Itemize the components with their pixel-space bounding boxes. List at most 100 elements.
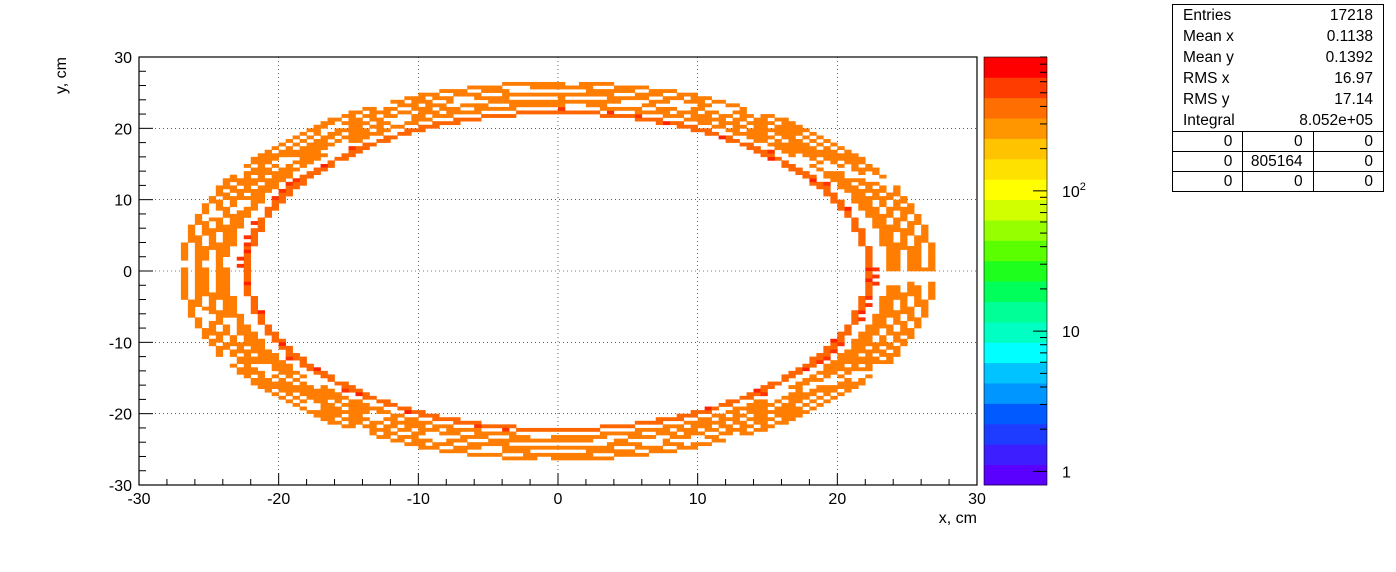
- heatmap-bin: [516, 445, 524, 450]
- heatmap-bin: [599, 106, 608, 111]
- heatmap-bin: [299, 174, 307, 179]
- heatmap-bin: [893, 224, 901, 229]
- heatmap-bin: [404, 417, 412, 422]
- heatmap-bin: [767, 410, 775, 414]
- heatmap-bin: [201, 328, 210, 332]
- heatmap-bin: [620, 114, 629, 118]
- heatmap-bin: [376, 420, 384, 425]
- heatmap-bin: [732, 417, 740, 422]
- heatmap-bin: [865, 303, 873, 307]
- heatmap-bin: [278, 178, 286, 183]
- heatmap-bin: [928, 267, 936, 272]
- heatmap-bin: [844, 356, 852, 361]
- heatmap-bin: [264, 188, 272, 193]
- heatmap-bin: [669, 96, 678, 101]
- heatmap-bin: [250, 335, 259, 340]
- heatmap-bin: [313, 171, 321, 175]
- heatmap-bin: [760, 385, 768, 389]
- stats-label: Mean y: [1183, 49, 1234, 66]
- heatmap-bin: [397, 124, 405, 129]
- heatmap-bin: [676, 442, 684, 447]
- heatmap-bin: [809, 374, 817, 379]
- heatmap-bin: [243, 206, 252, 211]
- stats-grid-cell: 0: [1242, 172, 1312, 191]
- heatmap-bin: [865, 188, 873, 193]
- heatmap-bin: [837, 385, 845, 389]
- heatmap-bin: [865, 292, 873, 297]
- heatmap-bin: [320, 406, 328, 411]
- heatmap-bin: [907, 267, 915, 272]
- heatmap-bin: [746, 135, 754, 140]
- heatmap-bin: [516, 81, 524, 86]
- heatmap-bin: [858, 231, 866, 236]
- heatmap-bin: [369, 406, 377, 411]
- heatmap-bin: [383, 399, 391, 404]
- heatmap-bin: [858, 228, 866, 233]
- stats-grid-cell: 805164: [1242, 152, 1312, 171]
- heatmap-bin: [704, 128, 712, 133]
- heatmap-bin: [551, 427, 559, 432]
- heatmap-bin: [900, 303, 908, 307]
- heatmap-bin: [250, 235, 259, 240]
- heatmap-bin: [669, 417, 678, 422]
- heatmap-bin: [746, 392, 754, 397]
- heatmap-bin: [613, 431, 622, 436]
- heatmap-bin: [606, 92, 615, 97]
- heatmap-bin: [837, 392, 845, 397]
- heatmap-bin: [900, 246, 908, 250]
- heatmap-bin: [872, 224, 880, 229]
- heatmap-bin: [900, 324, 908, 329]
- heatmap-bin: [264, 149, 272, 154]
- heatmap-bin: [914, 256, 922, 261]
- heatmap-bin: [907, 328, 915, 332]
- heatmap-bin: [928, 292, 936, 297]
- heatmap-bin: [592, 445, 601, 450]
- heatmap-bin: [544, 103, 552, 108]
- heatmap-bin: [222, 224, 231, 229]
- heatmap-bin: [837, 374, 845, 379]
- heatmap-bin: [271, 185, 279, 190]
- heatmap-bin: [551, 103, 559, 108]
- heatmap-bin: [544, 85, 552, 90]
- heatmap-bin: [774, 124, 782, 129]
- heatmap-bin: [201, 288, 210, 293]
- heatmap-bin: [243, 249, 252, 254]
- heatmap-bin: [250, 192, 259, 197]
- heatmap-bin: [837, 178, 845, 183]
- heatmap-bin: [474, 420, 482, 425]
- heatmap-bin: [592, 92, 601, 97]
- heatmap-bin: [858, 335, 866, 340]
- heatmap-bin: [222, 192, 231, 197]
- heatmap-bin: [348, 385, 356, 389]
- heatmap-bin: [537, 92, 545, 97]
- heatmap-bin: [453, 106, 461, 111]
- heatmap-bin: [585, 452, 594, 457]
- heatmap-bin: [271, 367, 279, 372]
- heatmap-bin: [851, 360, 859, 365]
- heatmap-bin: [509, 92, 517, 97]
- heatmap-bin: [851, 221, 859, 225]
- heatmap-bin: [201, 249, 210, 254]
- heatmap-bin: [718, 121, 726, 126]
- heatmap-bin: [753, 128, 761, 133]
- heatmap-bin: [334, 413, 342, 418]
- heatmap-bin: [320, 139, 328, 143]
- heatmap-bin: [893, 263, 901, 268]
- heatmap-bin: [201, 274, 210, 279]
- heatmap-bin: [250, 228, 259, 233]
- heatmap-bin: [341, 388, 349, 393]
- heatmap-bin: [327, 121, 335, 126]
- heatmap-bin: [837, 335, 845, 340]
- heatmap-bin: [662, 96, 671, 101]
- heatmap-bin: [257, 199, 265, 204]
- heatmap-bin: [278, 367, 286, 372]
- heatmap-bin: [537, 438, 545, 443]
- heatmap-bin: [767, 135, 775, 140]
- heatmap-bin: [669, 435, 678, 439]
- heatmap-bin: [851, 178, 859, 183]
- heatmap-bin: [809, 174, 817, 179]
- heatmap-bin: [313, 142, 321, 147]
- heatmap-bin: [676, 424, 684, 429]
- heatmap-bin: [886, 288, 894, 293]
- heatmap-bin: [194, 253, 203, 258]
